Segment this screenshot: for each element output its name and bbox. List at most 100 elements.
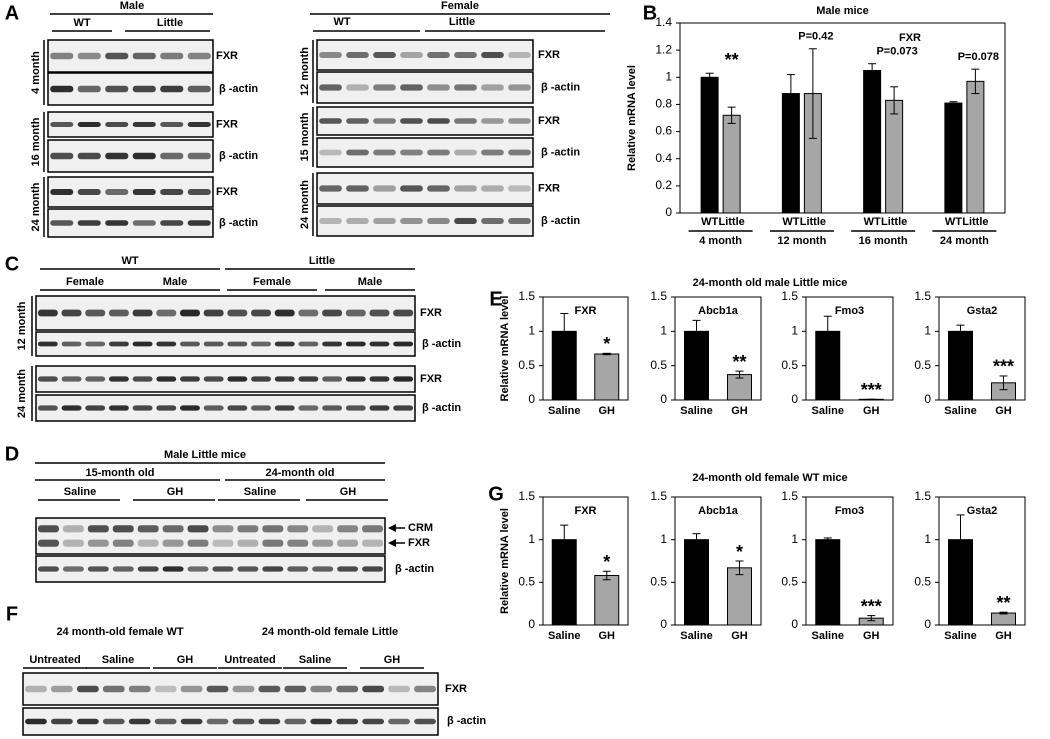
band — [227, 309, 248, 317]
band — [50, 220, 74, 226]
band-label: FXR — [538, 182, 560, 194]
band — [373, 149, 396, 156]
band — [427, 118, 450, 124]
x-tick-label: Little — [962, 216, 988, 228]
band — [37, 341, 58, 347]
band — [319, 218, 342, 224]
band — [180, 376, 200, 382]
band — [187, 566, 209, 572]
band — [251, 341, 271, 347]
plot-frame — [805, 296, 894, 401]
y-tick-label: 1.5 — [650, 289, 667, 303]
band — [319, 185, 342, 192]
subgroup-label: Saline — [244, 486, 276, 498]
band — [373, 218, 396, 224]
x-tick-label: Saline — [548, 405, 580, 417]
band — [508, 218, 531, 224]
band — [62, 539, 84, 547]
x-tick-label: Saline — [944, 405, 976, 417]
panel-letter: G — [488, 483, 504, 505]
band — [128, 718, 151, 725]
y-tick-label: 0.5 — [650, 575, 667, 589]
blot — [35, 517, 386, 555]
band — [262, 539, 284, 547]
band — [369, 341, 390, 347]
band — [162, 539, 184, 547]
band-label: FXR — [420, 373, 442, 385]
significance: *** — [861, 380, 882, 400]
plot-frame — [674, 496, 762, 626]
band-label: β -actin — [422, 402, 461, 414]
band — [319, 118, 342, 124]
group-label: 24 month-old female WT — [56, 626, 183, 638]
band — [373, 84, 396, 91]
band — [508, 149, 531, 156]
band — [346, 149, 369, 156]
band — [232, 685, 255, 693]
error-bar — [999, 611, 1008, 615]
panel-letter: E — [489, 288, 502, 310]
y-axis-label: Relative mRNA level — [499, 296, 511, 402]
band — [287, 539, 309, 547]
band-label: FXR — [538, 115, 560, 127]
band — [393, 309, 414, 317]
band — [362, 718, 385, 725]
band — [481, 84, 504, 91]
band — [298, 376, 319, 382]
band — [51, 685, 73, 693]
header: Male — [120, 0, 144, 12]
y-tick-label: 1 — [791, 324, 798, 338]
band — [105, 122, 129, 127]
band — [400, 218, 423, 224]
band — [105, 220, 129, 226]
band — [132, 376, 153, 382]
significance: ** — [725, 50, 739, 70]
band — [337, 539, 359, 547]
band — [274, 376, 295, 382]
y-tick-label: 0 — [791, 617, 798, 631]
plot-frame — [542, 296, 629, 401]
band — [203, 309, 224, 317]
band — [77, 152, 101, 160]
subgroup-label: Saline — [299, 654, 331, 666]
band — [187, 220, 211, 226]
band — [346, 84, 369, 91]
plot-frame — [805, 496, 894, 626]
band — [298, 405, 319, 411]
band-label: β -actin — [541, 146, 580, 158]
y-tick-label: 1 — [528, 324, 535, 338]
band-label: FXR — [420, 307, 442, 319]
band-label: β -actin — [541, 81, 580, 93]
error-bar — [560, 524, 569, 555]
band — [508, 84, 531, 91]
x-category-label: 24 month — [940, 235, 989, 247]
band — [393, 341, 414, 347]
band — [298, 309, 319, 317]
plot-frame — [938, 496, 1026, 626]
bar — [722, 114, 741, 214]
band — [62, 525, 84, 533]
band — [105, 52, 129, 60]
band — [87, 539, 109, 547]
band — [274, 405, 295, 411]
band — [369, 309, 390, 317]
band — [427, 218, 450, 224]
band — [137, 539, 159, 547]
y-tick-label: 0 — [924, 392, 931, 406]
age-label: 15 month — [299, 112, 311, 161]
p-value: P=0.078 — [958, 51, 999, 63]
band — [160, 220, 184, 226]
x-tick-label: GH — [731, 630, 748, 642]
band — [362, 539, 384, 547]
band — [508, 118, 531, 124]
age-label: 16 month — [30, 117, 42, 166]
band — [137, 566, 159, 572]
band — [132, 52, 156, 60]
band — [85, 309, 106, 317]
header: Male Little mice — [164, 449, 246, 461]
plot-frame — [674, 296, 762, 401]
band — [362, 566, 384, 572]
band — [187, 525, 209, 533]
bar — [727, 374, 752, 401]
band — [274, 341, 295, 347]
